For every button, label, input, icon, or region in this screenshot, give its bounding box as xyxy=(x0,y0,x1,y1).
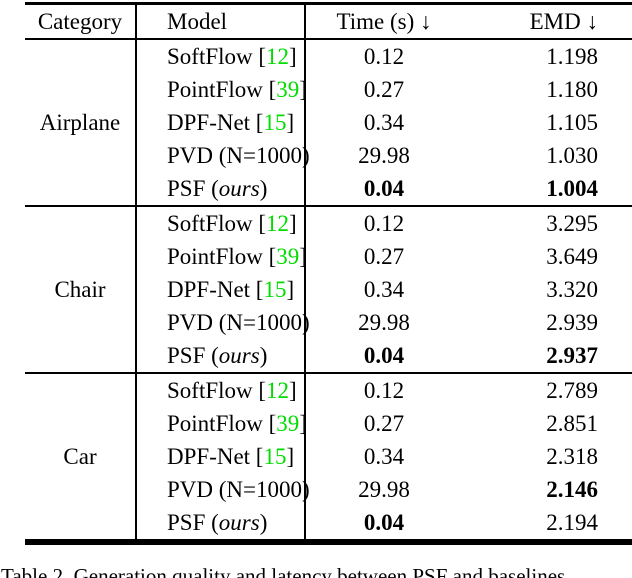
model-italic: ours xyxy=(218,343,260,368)
model-cell: PSF (ours) xyxy=(137,506,306,539)
category-label: Car xyxy=(25,374,137,539)
citation-number: 15 xyxy=(263,110,287,135)
model-italic: ours xyxy=(218,176,260,201)
citation-number: 39 xyxy=(276,77,300,102)
emd-value: 1.180 xyxy=(546,77,598,102)
model-suffix: ) xyxy=(259,343,268,368)
model-cell: PVD (N=1000) xyxy=(137,306,310,339)
model-suffix: ) xyxy=(259,510,268,535)
model-cell: SoftFlow [12] xyxy=(137,207,306,240)
model-cell: PSF (ours) xyxy=(137,172,306,205)
time-value-best: 0.04 xyxy=(363,510,405,535)
time-value: 0.27 xyxy=(363,244,405,269)
citation-number: 39 xyxy=(276,244,300,269)
table-header-row: Category Model Time (s) ↓ EMD ↓ xyxy=(25,5,632,40)
citation-number: 12 xyxy=(266,44,290,69)
emd-value: 2.194 xyxy=(546,510,598,535)
results-table: Category Model Time (s) ↓ EMD ↓ Airplane… xyxy=(25,2,632,545)
section-airplane: Airplane SoftFlow [12] 0.12 1.198 PointF… xyxy=(25,40,632,207)
model-name: PSF ( xyxy=(167,176,219,201)
model-cell: PSF (ours) xyxy=(137,339,306,372)
section-chair: Chair SoftFlow [12] 0.12 3.295 PointFlow… xyxy=(25,207,632,374)
emd-value-best: 2.937 xyxy=(546,343,598,368)
time-value-best: 0.04 xyxy=(363,176,405,201)
citation-number: 15 xyxy=(263,277,287,302)
model-suffix: ] xyxy=(299,244,307,269)
model-name: DPF-Net [ xyxy=(167,444,264,469)
citation-number: 39 xyxy=(276,411,300,436)
model-suffix: ] xyxy=(299,77,307,102)
time-value: 0.12 xyxy=(363,44,405,69)
citation-number: 15 xyxy=(263,444,287,469)
emd-value: 2.939 xyxy=(546,310,598,335)
model-name: DPF-Net [ xyxy=(167,110,264,135)
model-suffix: ] xyxy=(289,378,297,403)
model-suffix: ] xyxy=(286,277,295,302)
table-caption: Table 2. Generation quality and latency … xyxy=(1,564,566,578)
model-cell: PointFlow [39] xyxy=(137,407,307,440)
time-value: 29.98 xyxy=(358,143,410,168)
emd-value-best: 1.004 xyxy=(546,176,598,201)
emd-value-best: 2.146 xyxy=(546,477,598,502)
time-value: 29.98 xyxy=(358,310,410,335)
header-category: Category xyxy=(25,5,137,38)
model-name: PointFlow [ xyxy=(167,244,277,269)
model-name: PSF ( xyxy=(167,343,219,368)
model-cell: SoftFlow [12] xyxy=(137,40,306,73)
time-value: 0.34 xyxy=(363,444,405,469)
header-emd: EMD ↓ xyxy=(529,9,598,34)
model-cell: PointFlow [39] xyxy=(137,240,307,273)
model-cell: PointFlow [39] xyxy=(137,73,307,106)
model-name: SoftFlow [ xyxy=(167,44,267,69)
emd-value: 2.318 xyxy=(546,444,598,469)
category-label: Airplane xyxy=(25,40,137,205)
time-value: 0.12 xyxy=(363,211,405,236)
time-value-best: 0.04 xyxy=(363,343,405,368)
time-value: 0.34 xyxy=(363,110,405,135)
model-suffix: ] xyxy=(299,411,307,436)
time-value: 0.12 xyxy=(363,378,405,403)
emd-value: 1.198 xyxy=(546,44,598,69)
model-cell: DPF-Net [15] xyxy=(137,273,306,306)
time-value: 29.98 xyxy=(358,477,410,502)
model-name: PVD (N=1000) xyxy=(167,477,310,502)
model-name: SoftFlow [ xyxy=(167,211,267,236)
time-value: 0.34 xyxy=(363,277,405,302)
emd-value: 2.789 xyxy=(546,378,598,403)
model-italic: ours xyxy=(218,510,260,535)
emd-value: 2.851 xyxy=(546,411,598,436)
model-suffix: ] xyxy=(286,444,295,469)
model-name: PointFlow [ xyxy=(167,77,277,102)
model-cell: DPF-Net [15] xyxy=(137,106,306,139)
emd-value: 1.105 xyxy=(546,110,598,135)
model-name: PointFlow [ xyxy=(167,411,277,436)
model-name: SoftFlow [ xyxy=(167,378,267,403)
citation-number: 12 xyxy=(266,211,290,236)
category-label: Chair xyxy=(25,207,137,372)
model-name: PSF ( xyxy=(167,510,219,535)
emd-value: 1.030 xyxy=(546,143,598,168)
model-cell: PVD (N=1000) xyxy=(137,473,310,506)
model-name: PVD (N=1000) xyxy=(167,310,310,335)
time-value: 0.27 xyxy=(363,77,405,102)
model-name: DPF-Net [ xyxy=(167,277,264,302)
section-car: Car SoftFlow [12] 0.12 2.789 PointFlow [… xyxy=(25,374,632,539)
emd-value: 3.649 xyxy=(546,244,598,269)
model-cell: DPF-Net [15] xyxy=(137,440,306,473)
model-name: PVD (N=1000) xyxy=(167,143,310,168)
model-cell: PVD (N=1000) xyxy=(137,139,310,172)
header-model: Model xyxy=(137,5,306,38)
model-suffix: ] xyxy=(289,211,297,236)
emd-value: 3.320 xyxy=(546,277,598,302)
model-suffix: ) xyxy=(259,176,268,201)
model-suffix: ] xyxy=(289,44,297,69)
citation-number: 12 xyxy=(266,378,290,403)
model-cell: SoftFlow [12] xyxy=(137,374,306,407)
time-value: 0.27 xyxy=(363,411,405,436)
emd-value: 3.295 xyxy=(546,211,598,236)
header-time: Time (s) ↓ xyxy=(336,9,432,34)
model-suffix: ] xyxy=(286,110,295,135)
